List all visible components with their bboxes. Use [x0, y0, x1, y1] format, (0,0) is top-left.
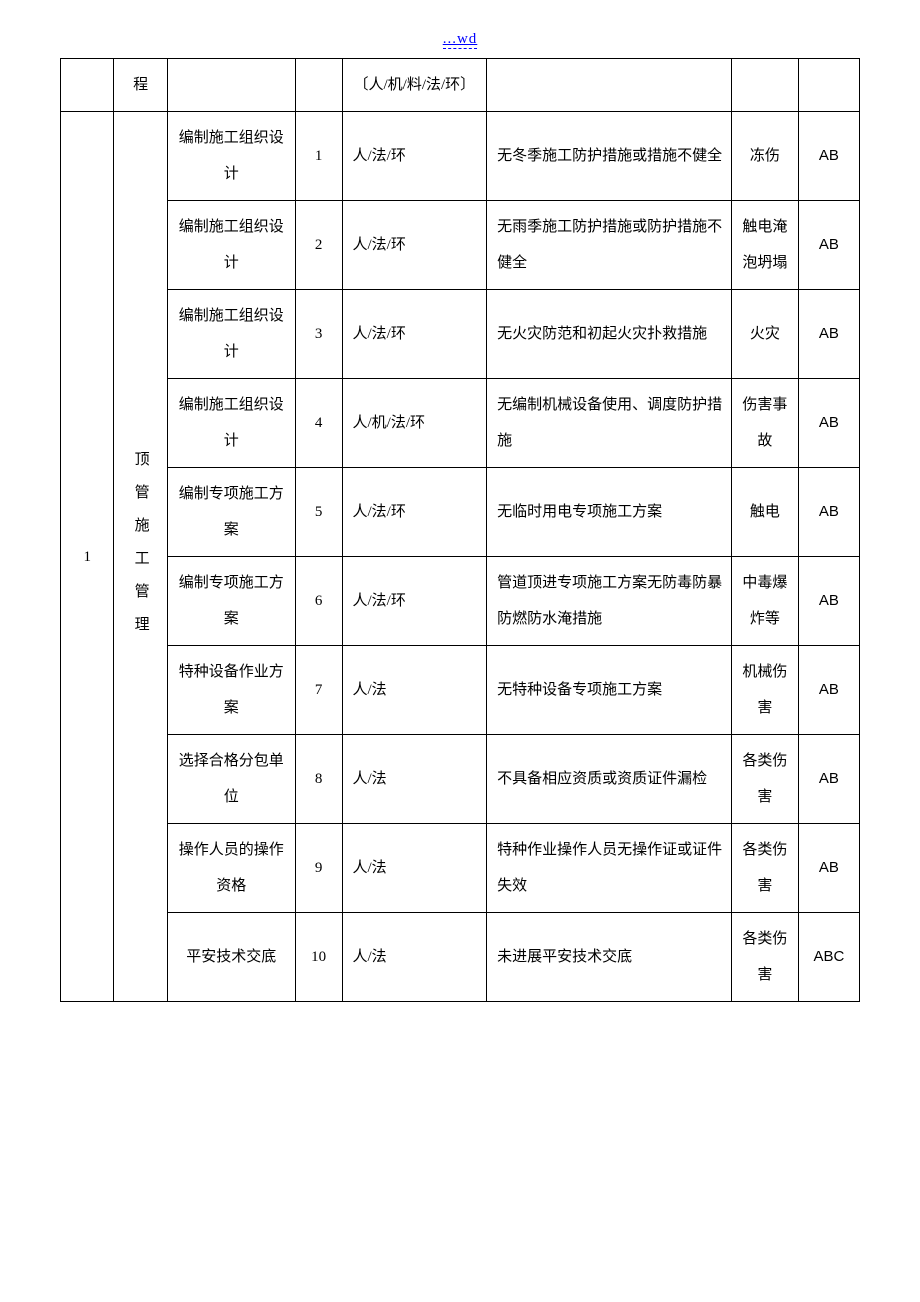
activity-cell: 选择合格分包单位: [167, 735, 295, 824]
level-cell: AB: [798, 468, 859, 557]
factor-cell: 人/法: [342, 735, 487, 824]
level-cell: AB: [798, 646, 859, 735]
table-row: 平安技术交底 10 人/法 未进展平安技术交底 各类伤害 ABC: [61, 913, 860, 1002]
factor-cell: 人/法: [342, 913, 487, 1002]
num-cell: 2: [295, 201, 342, 290]
level-cell: AB: [798, 557, 859, 646]
level-cell: AB: [798, 824, 859, 913]
table-row: 编制专项施工方案 6 人/法/环 管道顶进专项施工方案无防毒防暴防燃防水淹措施 …: [61, 557, 860, 646]
level-cell: AB: [798, 112, 859, 201]
num-cell: 4: [295, 379, 342, 468]
activity-cell: 编制施工组织设计: [167, 379, 295, 468]
hazard-cell: 不具备相应资质或资质证件漏检: [487, 735, 732, 824]
category-cell: 顶管施工管理: [114, 112, 167, 1002]
category-text: 顶管施工管理: [123, 451, 159, 649]
table-row: 编制专项施工方案 5 人/法/环 无临时用电专项施工方案 触电 AB: [61, 468, 860, 557]
table-row: 编制施工组织设计 3 人/法/环 无火灾防范和初起火灾扑救措施 火灾 AB: [61, 290, 860, 379]
accident-cell: 各类伤害: [731, 824, 798, 913]
activity-cell: 操作人员的操作资格: [167, 824, 295, 913]
table-row: 特种设备作业方案 7 人/法 无特种设备专项施工方案 机械伤害 AB: [61, 646, 860, 735]
factor-cell: 人/法: [342, 646, 487, 735]
level-cell: AB: [798, 290, 859, 379]
header-cat-suffix: 程: [114, 59, 167, 112]
hazard-cell: 无特种设备专项施工方案: [487, 646, 732, 735]
hazard-cell: 无冬季施工防护措施或措施不健全: [487, 112, 732, 201]
accident-cell: 机械伤害: [731, 646, 798, 735]
table-row: 1 顶管施工管理 编制施工组织设计 1 人/法/环 无冬季施工防护措施或措施不健…: [61, 112, 860, 201]
activity-cell: 特种设备作业方案: [167, 646, 295, 735]
accident-cell: 各类伤害: [731, 735, 798, 824]
table-row: 选择合格分包单位 8 人/法 不具备相应资质或资质证件漏检 各类伤害 AB: [61, 735, 860, 824]
header-blank-num: [295, 59, 342, 112]
header-blank-accident: [731, 59, 798, 112]
header-blank-activity: [167, 59, 295, 112]
header-link[interactable]: ...wd: [443, 31, 478, 49]
num-cell: 1: [295, 112, 342, 201]
hazard-cell: 无雨季施工防护措施或防护措施不健全: [487, 201, 732, 290]
num-cell: 6: [295, 557, 342, 646]
factor-cell: 人/法/环: [342, 468, 487, 557]
activity-cell: 编制专项施工方案: [167, 468, 295, 557]
accident-cell: 伤害事故: [731, 379, 798, 468]
activity-cell: 平安技术交底: [167, 913, 295, 1002]
factor-cell: 人/法/环: [342, 201, 487, 290]
factor-cell: 人/法: [342, 824, 487, 913]
hazard-cell: 无火灾防范和初起火灾扑救措施: [487, 290, 732, 379]
header-link-container: ...wd: [60, 30, 860, 48]
num-cell: 7: [295, 646, 342, 735]
accident-cell: 各类伤害: [731, 913, 798, 1002]
level-cell: ABC: [798, 913, 859, 1002]
level-cell: AB: [798, 201, 859, 290]
factor-cell: 人/法/环: [342, 557, 487, 646]
accident-cell: 触电淹泡坍塌: [731, 201, 798, 290]
header-blank-level: [798, 59, 859, 112]
num-cell: 9: [295, 824, 342, 913]
sequence-cell: 1: [61, 112, 114, 1002]
accident-cell: 火灾: [731, 290, 798, 379]
num-cell: 5: [295, 468, 342, 557]
hazard-table: 程 〔人/机/料/法/环〕 1 顶管施工管理 编制施工组织设计 1 人/法/环 …: [60, 58, 860, 1002]
factor-cell: 人/机/法/环: [342, 379, 487, 468]
header-blank-hazard: [487, 59, 732, 112]
factor-cell: 人/法/环: [342, 112, 487, 201]
hazard-cell: 无临时用电专项施工方案: [487, 468, 732, 557]
table-row: 操作人员的操作资格 9 人/法 特种作业操作人员无操作证或证件失效 各类伤害 A…: [61, 824, 860, 913]
level-cell: AB: [798, 735, 859, 824]
header-blank-seq: [61, 59, 114, 112]
hazard-cell: 未进展平安技术交底: [487, 913, 732, 1002]
table-row: 编制施工组织设计 2 人/法/环 无雨季施工防护措施或防护措施不健全 触电淹泡坍…: [61, 201, 860, 290]
table-header-row: 程 〔人/机/料/法/环〕: [61, 59, 860, 112]
activity-cell: 编制施工组织设计: [167, 112, 295, 201]
level-cell: AB: [798, 379, 859, 468]
factor-cell: 人/法/环: [342, 290, 487, 379]
activity-cell: 编制专项施工方案: [167, 557, 295, 646]
accident-cell: 中毒爆炸等: [731, 557, 798, 646]
accident-cell: 触电: [731, 468, 798, 557]
header-factor-label: 〔人/机/料/法/环〕: [342, 59, 487, 112]
accident-cell: 冻伤: [731, 112, 798, 201]
activity-cell: 编制施工组织设计: [167, 290, 295, 379]
hazard-cell: 管道顶进专项施工方案无防毒防暴防燃防水淹措施: [487, 557, 732, 646]
hazard-cell: 特种作业操作人员无操作证或证件失效: [487, 824, 732, 913]
num-cell: 8: [295, 735, 342, 824]
activity-cell: 编制施工组织设计: [167, 201, 295, 290]
num-cell: 10: [295, 913, 342, 1002]
hazard-cell: 无编制机械设备使用、调度防护措施: [487, 379, 732, 468]
num-cell: 3: [295, 290, 342, 379]
table-row: 编制施工组织设计 4 人/机/法/环 无编制机械设备使用、调度防护措施 伤害事故…: [61, 379, 860, 468]
